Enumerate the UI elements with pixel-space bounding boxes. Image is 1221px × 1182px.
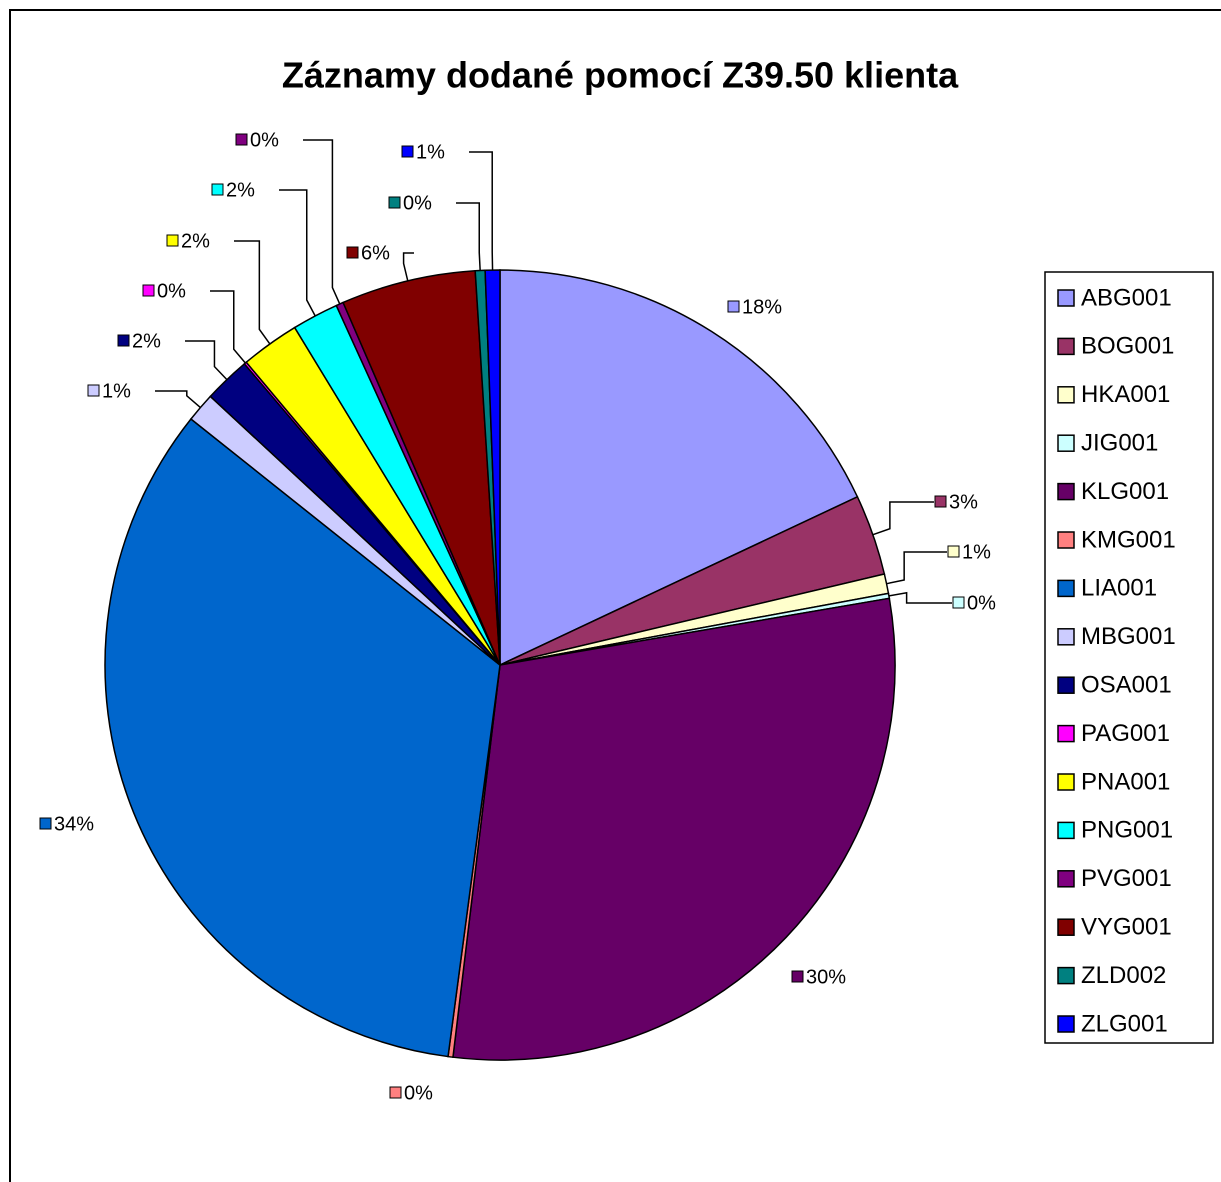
legend-swatch xyxy=(1057,1015,1075,1033)
legend-swatch xyxy=(1057,579,1075,598)
data-label: 30% xyxy=(806,966,846,988)
legend-swatch xyxy=(1057,918,1075,936)
data-label: 0% xyxy=(404,1082,433,1104)
legend-swatch xyxy=(1057,870,1075,888)
data-label: 1% xyxy=(416,141,445,163)
legend-swatch xyxy=(1057,531,1075,549)
legend-label: PNA001 xyxy=(1081,768,1170,795)
label-swatch xyxy=(87,384,100,397)
label-swatch xyxy=(401,145,414,158)
data-label: 18% xyxy=(742,296,782,318)
leader-line xyxy=(234,240,271,345)
data-label: 0% xyxy=(967,592,996,614)
legend-swatch xyxy=(1057,966,1075,985)
legend-swatch xyxy=(1057,821,1075,840)
leader-line xyxy=(402,252,414,282)
data-label: 0% xyxy=(403,192,432,214)
leader-line xyxy=(210,290,246,364)
data-label: 3% xyxy=(949,491,978,513)
legend-label: OSA001 xyxy=(1081,672,1172,699)
label-swatch xyxy=(952,596,965,609)
pie-slice xyxy=(484,269,501,666)
legend-swatch xyxy=(1057,337,1075,356)
legend-label: PNG001 xyxy=(1081,817,1173,844)
label-swatch xyxy=(142,284,155,297)
legend-swatch xyxy=(1057,676,1075,694)
data-label: 0% xyxy=(157,280,186,302)
leader-line xyxy=(155,390,201,409)
legend-label: JIG001 xyxy=(1081,430,1158,457)
legend-swatch xyxy=(1057,724,1075,743)
data-label: 6% xyxy=(361,242,390,264)
data-label: 1% xyxy=(962,541,991,563)
legend-swatch xyxy=(1057,386,1075,404)
leader-line xyxy=(872,501,934,536)
legend-swatch xyxy=(1057,628,1075,646)
data-label: 2% xyxy=(181,230,210,252)
label-swatch xyxy=(934,495,947,508)
legend-swatch xyxy=(1057,289,1075,307)
data-label: 1% xyxy=(102,380,131,402)
legend-label: PVG001 xyxy=(1081,865,1172,892)
pie-slice xyxy=(104,417,501,1058)
legend-label: PAG001 xyxy=(1081,720,1170,747)
label-swatch xyxy=(947,545,960,558)
label-swatch xyxy=(235,133,248,146)
legend-label: KMG001 xyxy=(1081,526,1176,553)
label-swatch xyxy=(39,817,52,830)
data-label: 2% xyxy=(226,179,255,201)
legend-label: BOG001 xyxy=(1081,333,1174,360)
legend-swatch xyxy=(1057,434,1075,452)
leader-line xyxy=(303,139,341,305)
label-swatch xyxy=(211,183,224,196)
legend-label: ABG001 xyxy=(1081,284,1172,311)
data-label: 2% xyxy=(132,330,161,352)
leader-line xyxy=(888,591,952,604)
leader-line xyxy=(886,551,947,585)
label-swatch xyxy=(166,234,179,247)
legend-label: ZLG001 xyxy=(1081,1010,1168,1037)
label-swatch xyxy=(117,334,130,347)
label-swatch xyxy=(389,1086,402,1099)
legend-label: MBG001 xyxy=(1081,623,1176,650)
legend-swatch xyxy=(1057,773,1075,791)
pie-slice xyxy=(499,269,859,667)
legend-label: ZLD002 xyxy=(1081,962,1166,989)
legend-label: LIA001 xyxy=(1081,575,1157,602)
data-label: 34% xyxy=(54,813,94,835)
label-swatch xyxy=(791,970,804,983)
legend-label: KLG001 xyxy=(1081,478,1169,505)
legend-label: HKA001 xyxy=(1081,381,1170,408)
label-swatch xyxy=(727,300,740,313)
legend-label: VYG001 xyxy=(1081,914,1172,941)
leader-line xyxy=(279,189,316,317)
legend-swatch xyxy=(1057,482,1075,501)
pie-slice xyxy=(342,269,501,666)
label-swatch xyxy=(346,246,359,259)
leader-line xyxy=(456,202,481,271)
chart-title: Záznamy dodané pomocí Z39.50 klienta xyxy=(282,55,959,96)
leader-line xyxy=(469,151,494,271)
leader-line xyxy=(185,340,228,381)
pie-slice xyxy=(452,597,896,1061)
label-swatch xyxy=(388,196,401,209)
data-label: 0% xyxy=(250,129,279,151)
